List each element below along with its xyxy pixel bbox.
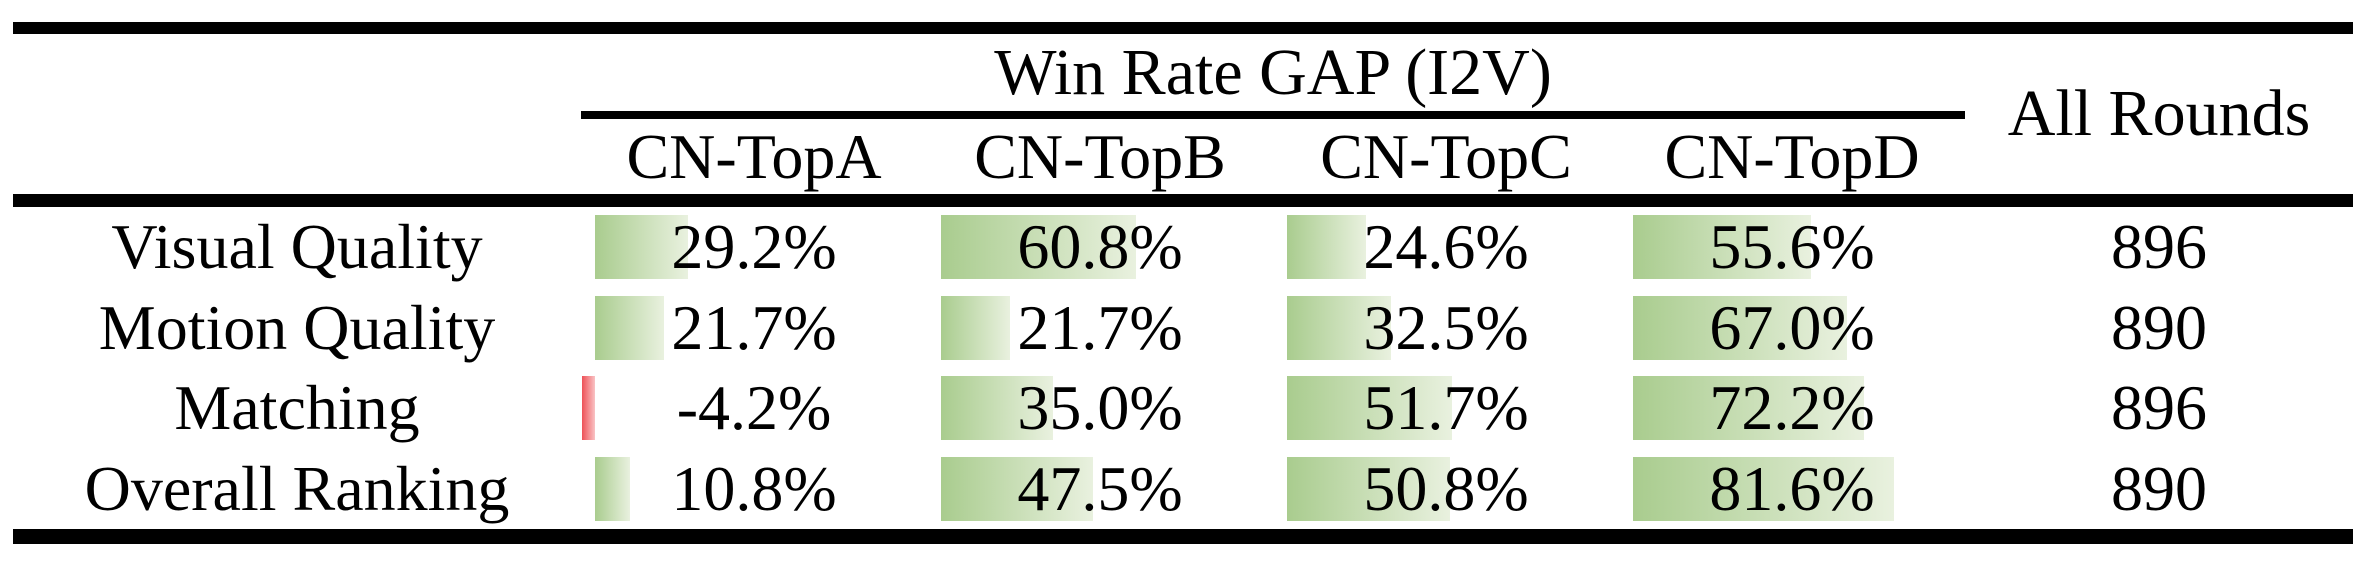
- value-cell: 47.5%: [927, 449, 1273, 530]
- column-header-spacer: [13, 120, 581, 194]
- value-text: 21.7%: [1017, 291, 1183, 363]
- value-cell: 81.6%: [1619, 449, 1965, 530]
- value-cell: 67.0%: [1619, 288, 1965, 369]
- value-cell: 51.7%: [1273, 368, 1619, 449]
- value-cell: 60.8%: [927, 207, 1273, 288]
- value-text: 21.7%: [671, 291, 837, 363]
- value-cell: 21.7%: [927, 288, 1273, 369]
- row-label: Visual Quality: [111, 211, 483, 283]
- value-cell: 10.8%: [581, 449, 927, 530]
- value-text: 50.8%: [1363, 452, 1529, 524]
- value-cell: 24.6%: [1273, 207, 1619, 288]
- column-header-row: CN-TopA CN-TopB CN-TopC CN-TopD: [13, 120, 2353, 194]
- data-bar: [1287, 215, 1366, 279]
- value-cell: -4.2%: [581, 368, 927, 449]
- value-text: 47.5%: [1017, 452, 1183, 524]
- table-row-matching: Matching -4.2% 35.0% 51.7% 72.2% 896: [13, 368, 2353, 449]
- value-text: 29.2%: [671, 211, 837, 283]
- group-header-cell: Win Rate GAP (I2V): [581, 34, 1965, 111]
- data-bar: [1633, 456, 1895, 521]
- value-text: 51.7%: [1363, 372, 1529, 444]
- value-text: 60.8%: [1017, 211, 1183, 283]
- table-header: Win Rate GAP (I2V) CN-TopA CN-TopB CN-To…: [13, 34, 2353, 194]
- data-bar: [595, 456, 630, 521]
- value-cell: 50.8%: [1273, 449, 1619, 530]
- table-row-visual-quality: Visual Quality 29.2% 60.8% 24.6% 55.6% 8…: [13, 207, 2353, 288]
- table-row-overall-ranking: Overall Ranking 10.8% 47.5% 50.8% 81.6% …: [13, 449, 2353, 530]
- data-bar: [941, 376, 1053, 440]
- value-cell: 55.6%: [1619, 207, 1965, 288]
- group-header-title: Win Rate GAP (I2V): [994, 35, 1552, 109]
- table-bottom-rule: [13, 529, 2353, 544]
- value-cell: 32.5%: [1273, 288, 1619, 369]
- data-bar: [1287, 295, 1391, 360]
- group-underline-row: [13, 111, 2353, 120]
- value-text: 35.0%: [1017, 372, 1183, 444]
- data-bar: [1633, 215, 1811, 279]
- data-bar: [595, 215, 689, 279]
- data-bar: [941, 295, 1011, 360]
- row-label: Matching: [174, 372, 420, 444]
- header-label-spacer: [13, 34, 581, 111]
- value-text: 32.5%: [1363, 291, 1529, 363]
- column-header-all-rounds: All Rounds: [2007, 77, 2311, 150]
- value-text: 67.0%: [1709, 291, 1875, 363]
- all-rounds-value: 890: [2111, 452, 2207, 524]
- value-text: 55.6%: [1709, 211, 1875, 283]
- data-bar: [1633, 376, 1865, 440]
- data-bar: [581, 376, 595, 440]
- value-text: 81.6%: [1709, 452, 1875, 524]
- column-header-cn-topd: CN-TopD: [1664, 121, 1920, 192]
- all-rounds-value: 890: [2111, 291, 2207, 363]
- table-top-rule: [13, 22, 2353, 34]
- results-table: Win Rate GAP (I2V) CN-TopA CN-TopB CN-To…: [13, 22, 2353, 544]
- value-cell: 35.0%: [927, 368, 1273, 449]
- table-row-motion-quality: Motion Quality 21.7% 21.7% 32.5% 67.0% 8…: [13, 288, 2353, 369]
- table-body: Visual Quality 29.2% 60.8% 24.6% 55.6% 8…: [13, 207, 2353, 529]
- header-row-group: Win Rate GAP (I2V): [13, 34, 2353, 111]
- data-bar: [1633, 295, 1848, 360]
- column-header-cn-topc: CN-TopC: [1320, 121, 1572, 192]
- column-header-cn-topb: CN-TopB: [974, 121, 1226, 192]
- data-bar: [1287, 456, 1450, 521]
- all-rounds-value: 896: [2111, 372, 2207, 444]
- column-header-cn-topa: CN-TopA: [626, 121, 882, 192]
- value-cell: 29.2%: [581, 207, 927, 288]
- row-label: Motion Quality: [98, 291, 496, 363]
- data-bar: [941, 456, 1093, 521]
- value-cell: 21.7%: [581, 288, 927, 369]
- underline-left-spacer: [13, 111, 581, 120]
- table-mid-rule: [13, 194, 2353, 207]
- group-underline-rule: [581, 111, 1965, 119]
- value-text: -4.2%: [676, 372, 832, 444]
- data-bar: [1287, 376, 1453, 440]
- value-text: 10.8%: [671, 452, 837, 524]
- all-rounds-value: 896: [2111, 211, 2207, 283]
- row-label: Overall Ranking: [84, 452, 510, 524]
- data-bar: [595, 295, 665, 360]
- data-bar: [941, 215, 1136, 279]
- value-text: 72.2%: [1709, 372, 1875, 444]
- value-cell: 72.2%: [1619, 368, 1965, 449]
- value-text: 24.6%: [1363, 211, 1529, 283]
